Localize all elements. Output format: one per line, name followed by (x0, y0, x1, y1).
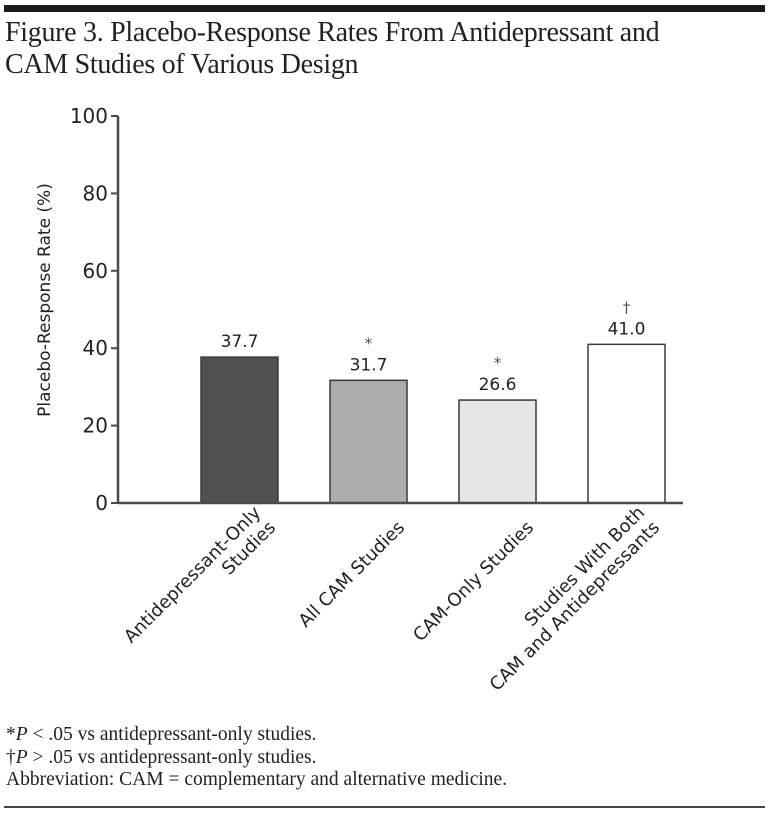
x-category-label-line: All CAM Studies (295, 517, 410, 632)
significance-marker: † (623, 298, 631, 316)
figure-title-line-2: CAM Studies of Various Design (5, 49, 359, 80)
y-tick-label: 0 (95, 491, 108, 515)
bar-value-label: 41.0 (608, 319, 646, 339)
footnote-text: < .05 vs antidepressant-only studies. (27, 724, 317, 745)
footnote-abbreviation: Abbreviation: CAM = complementary and al… (6, 769, 508, 790)
figure-title: Figure 3. Placebo-Response Rates From An… (5, 17, 745, 81)
figure-title-line-1: Figure 3. Placebo-Response Rates From An… (5, 17, 660, 48)
y-axis-label: Placebo-Response Rate (%) (35, 183, 55, 417)
bars: 37.7 31.7 * 26.6 * 41.0 † (200, 298, 666, 504)
bar-1 (200, 356, 279, 504)
footnote-significant: *P < .05 vs antidepressant-only studies. (6, 724, 766, 747)
asterisk-symbol: * (6, 724, 16, 745)
x-category-label: CAM-Only Studies (409, 517, 538, 646)
y-tick-label: 100 (70, 104, 108, 128)
x-category-label-line: Antidepressant-Only (120, 502, 265, 647)
footnote-nonsignificant: †P > .05 vs antidepressant-only studies. (6, 747, 766, 770)
x-category-label: All CAM Studies (295, 517, 410, 632)
y-tick-label: 20 (83, 414, 108, 438)
footnotes: *P < .05 vs antidepressant-only studies.… (6, 724, 766, 792)
y-axis: 0 20 40 60 80 100 (70, 104, 120, 515)
bottom-rule (4, 806, 765, 808)
significance-marker: * (365, 334, 373, 352)
bar-3 (458, 399, 537, 504)
footnote-text: > .05 vs antidepressant-only studies. (27, 746, 317, 768)
x-category-label-line: CAM-Only Studies (409, 517, 538, 646)
bar-4 (587, 343, 666, 504)
bar-2 (329, 379, 408, 504)
bar-value-label: 26.6 (479, 375, 517, 395)
top-rule (4, 5, 765, 12)
y-tick-label: 80 (83, 181, 108, 205)
y-tick-label: 60 (83, 259, 108, 283)
significance-marker: * (494, 354, 502, 372)
bar-value-label: 37.7 (221, 332, 259, 352)
p-symbol: P (15, 746, 28, 768)
y-tick-label: 40 (83, 336, 108, 360)
x-category-label-line: Studies With Both (521, 502, 650, 631)
p-symbol: P (15, 724, 28, 745)
dagger-symbol: † (6, 746, 16, 768)
bar-value-label: 31.7 (350, 355, 388, 375)
